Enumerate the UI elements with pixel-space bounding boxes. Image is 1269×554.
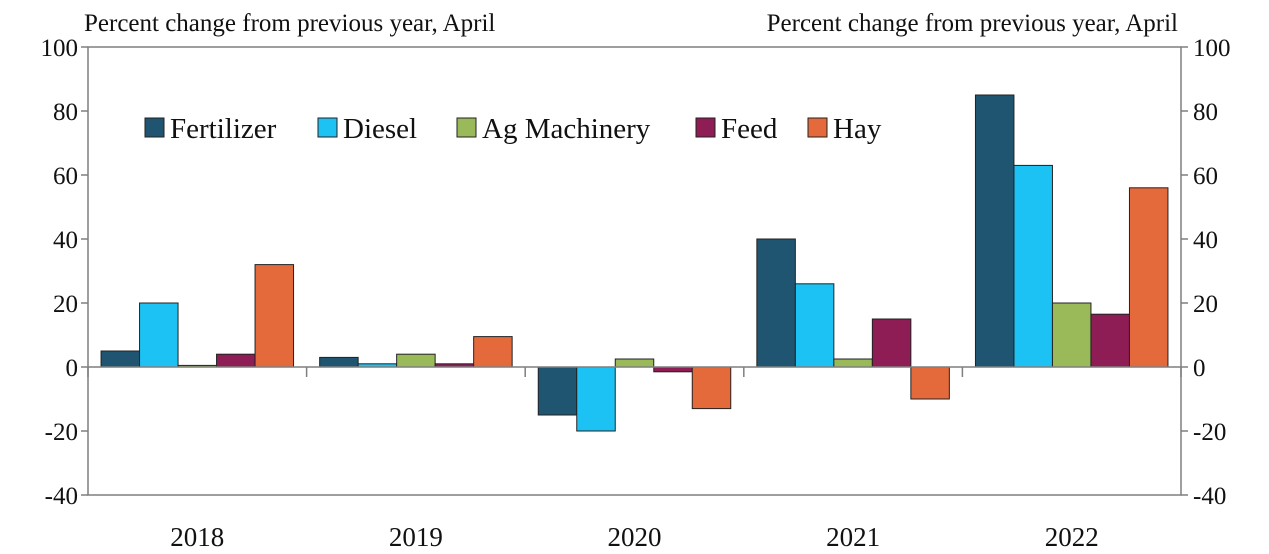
legend-swatch-feed	[695, 117, 716, 138]
bar-ag-machinery-2022	[1051, 302, 1092, 368]
bar-fertilizer-2021	[756, 238, 796, 368]
y-tick-label-right: -20	[1193, 419, 1226, 446]
bar-fertilizer-2020	[537, 366, 578, 416]
y-tick-label-left: 0	[66, 355, 79, 382]
bar-feed-2021	[871, 318, 912, 368]
y-tick-label-right: 100	[1193, 35, 1231, 62]
bar-hay-2022	[1128, 187, 1169, 368]
legend-swatch-ag-machinery	[456, 117, 477, 138]
legend-swatch-hay	[807, 117, 828, 138]
x-tick-label: 2022	[1045, 522, 1099, 552]
legend-label-hay: Hay	[833, 113, 882, 145]
y-tick-label-right: 40	[1193, 227, 1218, 254]
bar-hay-2020	[691, 366, 732, 410]
bar-diesel-2018	[139, 302, 179, 368]
y-tick-label-left: 100	[41, 35, 79, 62]
bar-feed-2022	[1090, 313, 1130, 368]
y-tick-label-right: 80	[1193, 99, 1218, 126]
bar-hay-2018	[254, 264, 295, 368]
y-tick-label-left: 20	[53, 291, 78, 318]
y-tick-label-left: -40	[45, 483, 78, 510]
bar-fertilizer-2022	[974, 94, 1015, 368]
y-tick-label-left: -20	[45, 419, 78, 446]
bar-ag-machinery-2020	[614, 358, 655, 368]
bar-ag-machinery-2021	[833, 358, 873, 368]
x-tick-label: 2018	[170, 522, 224, 552]
bar-diesel-2021	[794, 283, 835, 368]
y-tick-label-left: 40	[53, 227, 78, 254]
legend-swatch-diesel	[317, 117, 338, 138]
bar-diesel-2022	[1013, 164, 1053, 368]
y-tick-label-right: -40	[1193, 483, 1226, 510]
x-tick-label: 2020	[608, 522, 662, 552]
legend-label-fertilizer: Fertilizer	[170, 113, 277, 145]
right-axis-title: Percent change from previous year, April	[767, 10, 1178, 37]
plot-frame	[87, 46, 1182, 496]
bar-fertilizer-2018	[100, 350, 141, 368]
legend-label-feed: Feed	[721, 113, 778, 145]
bar-feed-2018	[216, 353, 256, 368]
y-tick-label-right: 20	[1193, 291, 1218, 318]
x-tick-label: 2019	[389, 522, 443, 552]
y-tick-label-right: 60	[1193, 163, 1218, 190]
bar-hay-2021	[910, 366, 950, 400]
bar-diesel-2020	[576, 366, 616, 432]
legend-swatch-fertilizer	[144, 117, 165, 138]
bar-ag-machinery-2019	[396, 353, 436, 368]
y-tick-label-left: 80	[53, 99, 78, 126]
legend-label-ag-machinery: Ag Machinery	[482, 113, 651, 145]
bar-hay-2019	[473, 336, 513, 368]
y-tick-label-left: 60	[53, 163, 78, 190]
y-tick-label-right: 0	[1193, 355, 1206, 382]
legend-label-diesel: Diesel	[343, 113, 417, 145]
bar-fertilizer-2019	[319, 356, 359, 368]
x-tick-label: 2021	[826, 522, 880, 552]
left-axis-title: Percent change from previous year, April	[84, 10, 495, 37]
